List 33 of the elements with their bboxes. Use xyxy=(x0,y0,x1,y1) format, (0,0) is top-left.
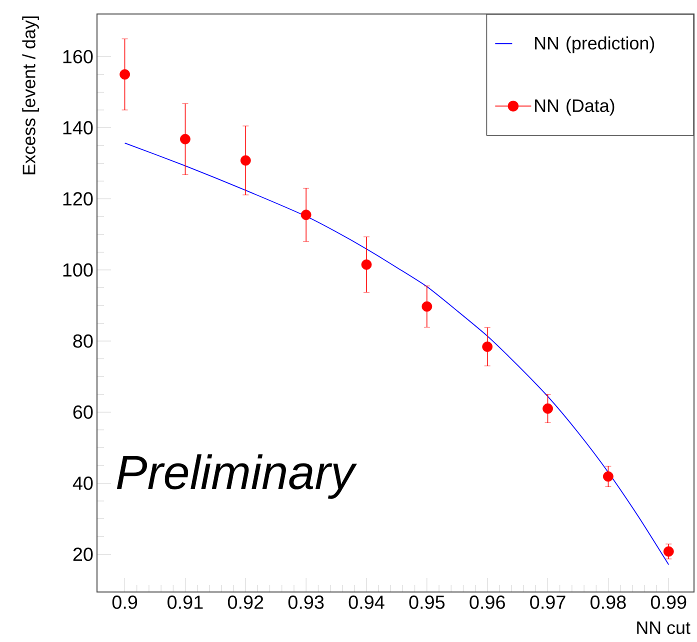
legend-label: NN (Data) xyxy=(535,98,614,116)
y-tick-label: 120 xyxy=(63,192,93,206)
annotation: Preliminary xyxy=(116,454,357,499)
point xyxy=(361,259,372,270)
point xyxy=(482,342,493,352)
point xyxy=(180,134,190,144)
x-tick-label: 0.98 xyxy=(590,596,626,609)
x-tick-label: 0.92 xyxy=(228,596,264,609)
point xyxy=(120,69,130,80)
x-tick-label: 0.95 xyxy=(409,596,445,609)
x-tick-label: 0.91 xyxy=(168,596,203,609)
x-tick-label: 0.9 xyxy=(112,596,138,609)
point xyxy=(603,471,614,482)
y-tick-label: 60 xyxy=(73,405,93,419)
point xyxy=(240,155,251,166)
x-tick-label: 0.97 xyxy=(530,596,566,609)
x-tick-label: 0.94 xyxy=(348,596,384,609)
y-tick-label: 100 xyxy=(63,263,93,277)
y-tick-label: 80 xyxy=(73,334,93,348)
legend-label: NN (prediction) xyxy=(535,36,654,54)
y-tick-label: 140 xyxy=(63,121,93,134)
y-tick-label: 40 xyxy=(72,476,93,490)
point xyxy=(663,546,674,557)
y-tick-label: 20 xyxy=(73,548,93,562)
point xyxy=(542,403,553,414)
x-tick-label: 0.93 xyxy=(288,596,324,609)
point xyxy=(300,210,312,220)
y-axis-title: Excess [event / day] xyxy=(22,16,39,174)
y-tick-label: 160 xyxy=(63,50,93,64)
x-tick-label: 0.96 xyxy=(470,596,505,609)
x-tick-label: 0.99 xyxy=(650,596,686,609)
x-axis-title: NN cut xyxy=(637,622,690,634)
point xyxy=(422,301,432,312)
